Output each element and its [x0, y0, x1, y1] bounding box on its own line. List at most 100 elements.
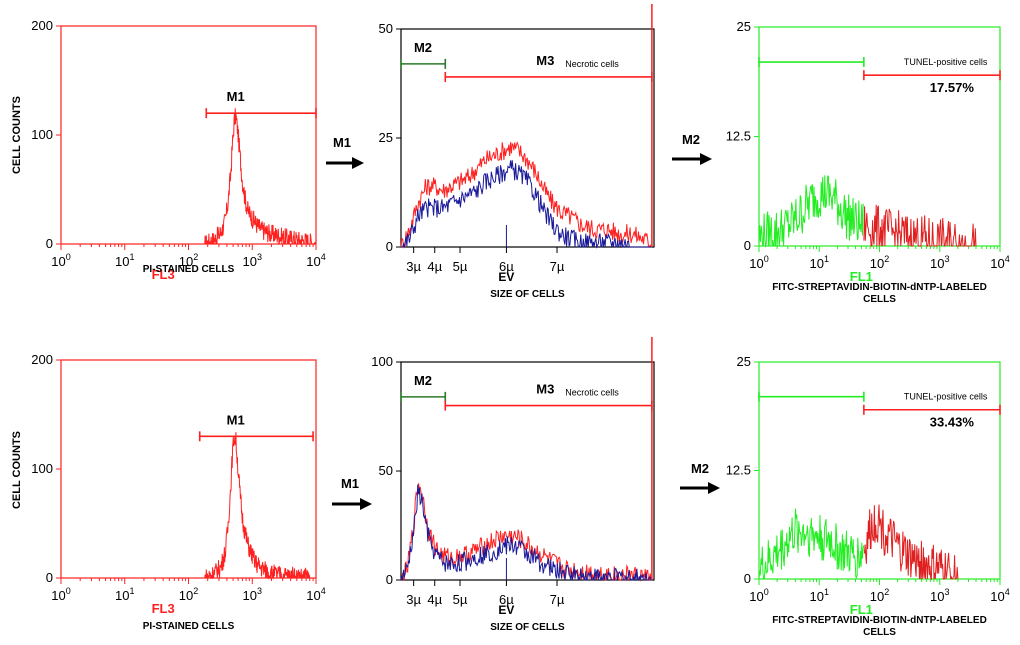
channel-label: FL1 [850, 602, 873, 617]
x-axis-label-line2: CELLS [863, 627, 896, 638]
x-tick-label: 102 [179, 252, 198, 269]
series-FL1 [758, 175, 864, 248]
series-FL1 [758, 508, 865, 580]
x-tick-label: 101 [810, 254, 829, 271]
x-axis-label: FITC-STREPTAVIDIN-BIOTIN-dNTP-LABELED [772, 282, 987, 293]
x-tick-exponent: 0 [66, 252, 71, 262]
y-tick-label: 0 [744, 571, 751, 586]
x-tick-base: 10 [306, 254, 320, 269]
x-tick-label: 3µ [406, 592, 421, 607]
series-total [400, 483, 652, 582]
x-tick-exponent: 4 [321, 252, 326, 262]
x-tick-label: 103 [243, 252, 262, 269]
arrow-m2-row2: M2 [680, 461, 720, 494]
x-tick-label: 100 [749, 587, 768, 604]
x-tick-exponent: 2 [193, 586, 198, 596]
x-tick-label: 5µ [453, 259, 468, 274]
arrow-m1-label: M1 [333, 135, 351, 150]
series-PI [204, 108, 317, 246]
x-tick-label: 7µ [550, 259, 565, 274]
channel-label: FL3 [152, 267, 175, 282]
chart-size_top: 0 25 50 3µ 4µ 5µ 6µ 7µ M2 M3 Necrotic cells EV SIZE … [379, 4, 655, 300]
x-tick-base: 10 [179, 254, 193, 269]
x-tick-exponent: 4 [321, 586, 326, 596]
y-tick-label: 200 [31, 18, 53, 33]
x-tick-label: 101 [115, 586, 134, 603]
x-tick-label: 6µ [499, 259, 514, 274]
channel-label: FL3 [152, 601, 175, 616]
plot-frame [60, 25, 317, 245]
x-tick-label: 7µ [550, 592, 565, 607]
x-tick-label: 100 [51, 586, 70, 603]
x-tick-exponent: 2 [884, 587, 889, 597]
series-FL1-positive [863, 204, 977, 247]
x-tick-base: 10 [243, 254, 257, 269]
arrow-m2-label: M2 [682, 132, 700, 147]
y-axis-label-row1: CELL COUNTS [11, 96, 23, 174]
x-tick-base: 10 [115, 588, 129, 603]
x-tick-exponent: 1 [129, 586, 134, 596]
x-tick-label: 104 [306, 586, 325, 603]
x-tick-exponent: 1 [824, 587, 829, 597]
x-tick-exponent: 0 [764, 587, 769, 597]
gate-label-m2: M2 [414, 40, 432, 55]
gate-label-m1: M1 [227, 89, 245, 104]
x-tick-base: 10 [930, 589, 944, 604]
x-tick-base: 10 [810, 589, 824, 604]
series-EV [401, 160, 652, 249]
x-tick-exponent: 1 [129, 252, 134, 262]
x-tick-base: 10 [179, 588, 193, 603]
x-tick-label: 103 [930, 254, 949, 271]
y-tick-label: 100 [31, 461, 53, 476]
x-tick-label: 4µ [427, 592, 442, 607]
tunel-percent: 33.43% [930, 415, 975, 430]
x-tick-label: 4µ [427, 259, 442, 274]
x-tick-label: 102 [870, 587, 889, 604]
x-tick-base: 10 [990, 256, 1004, 271]
y-tick-label: 100 [31, 127, 53, 142]
y-tick-label: 0 [46, 236, 53, 251]
x-tick-base: 10 [870, 256, 884, 271]
x-axis-label-line2: CELLS [863, 294, 896, 305]
x-tick-label: 100 [51, 252, 70, 269]
x-tick-base: 10 [115, 254, 129, 269]
x-tick-exponent: 3 [944, 587, 949, 597]
x-tick-exponent: 3 [944, 254, 949, 264]
x-tick-base: 10 [810, 256, 824, 271]
gate-label-m2: M2 [414, 373, 432, 388]
y-tick-label: 12.5 [726, 129, 751, 144]
x-tick-base: 10 [51, 588, 65, 603]
x-tick-exponent: 3 [257, 252, 262, 262]
y-tick-label: 0 [386, 572, 393, 587]
x-tick-exponent: 1 [824, 254, 829, 264]
ev-label: EV [498, 270, 514, 284]
series-FL1-positive [863, 504, 959, 581]
y-tick-label: 100 [371, 354, 393, 369]
x-tick-label: 6µ [499, 592, 514, 607]
gate-note: Necrotic cells [565, 388, 619, 398]
gate-note: Necrotic cells [565, 59, 619, 69]
y-tick-label: 25 [379, 130, 393, 145]
x-tick-label: 104 [990, 254, 1009, 271]
y-tick-label: 25 [737, 354, 751, 369]
x-tick-exponent: 0 [66, 586, 71, 596]
x-tick-label: 104 [306, 252, 325, 269]
x-tick-base: 10 [749, 256, 763, 271]
tunel-percent: 17.57% [930, 80, 975, 95]
gate-label-m3: M3 [536, 382, 554, 397]
x-tick-label: 103 [930, 587, 949, 604]
x-tick-base: 10 [306, 588, 320, 603]
y-tick-label: 200 [31, 352, 53, 367]
y-tick-label: 25 [737, 19, 751, 34]
ev-label: EV [498, 603, 514, 617]
series-PI [204, 432, 316, 580]
x-tick-label: 101 [115, 252, 134, 269]
arrow-m1-label: M1 [341, 476, 359, 491]
x-tick-label: 104 [990, 587, 1009, 604]
x-tick-base: 10 [990, 589, 1004, 604]
